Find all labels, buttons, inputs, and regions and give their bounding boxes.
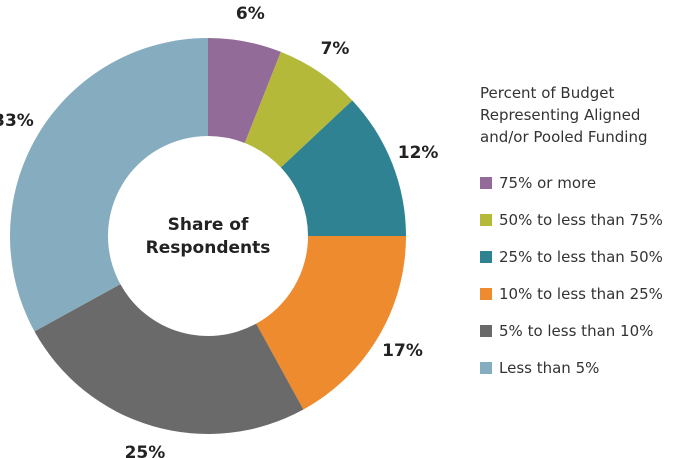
donut-segment	[34, 284, 304, 434]
data-label: 7%	[321, 39, 350, 59]
legend-item: 75% or more	[480, 164, 690, 201]
donut-segment	[244, 51, 353, 168]
data-label: 33%	[0, 111, 34, 131]
legend-item: 25% to less than 50%	[480, 238, 690, 275]
legend-swatch	[480, 213, 492, 226]
legend-item: 50% to less than 75%	[480, 201, 690, 238]
legend-title: Percent of Budget Representing Aligned a…	[480, 84, 648, 146]
legend-label: Less than 5%	[499, 358, 600, 377]
legend-item: Less than 5%	[480, 349, 690, 386]
legend-item: 10% to less than 25%	[480, 275, 690, 312]
legend-item: 5% to less than 10%	[480, 312, 690, 349]
data-label: 6%	[236, 4, 265, 24]
center-label: Share of	[168, 215, 249, 235]
legend-label: 5% to less than 10%	[499, 321, 654, 340]
legend-swatch	[480, 361, 492, 374]
legend-swatch	[480, 287, 492, 300]
donut-segment	[256, 236, 406, 410]
donut-segment	[208, 38, 281, 144]
center-label: Respondents	[146, 238, 271, 258]
donut-segment	[280, 100, 406, 236]
legend-swatch	[480, 324, 492, 337]
legend-label: 50% to less than 75%	[499, 210, 663, 229]
legend-swatch	[480, 250, 492, 263]
data-label: 17%	[382, 341, 423, 361]
legend-label: 25% to less than 50%	[499, 247, 663, 266]
donut-segment	[10, 38, 209, 332]
data-label: 25%	[125, 443, 166, 458]
legend-label: 10% to less than 25%	[499, 284, 663, 303]
data-label: 12%	[398, 143, 439, 163]
legend: Percent of Budget Representing Aligned a…	[480, 82, 690, 386]
legend-swatch	[480, 176, 492, 189]
legend-label: 75% or more	[499, 173, 597, 192]
